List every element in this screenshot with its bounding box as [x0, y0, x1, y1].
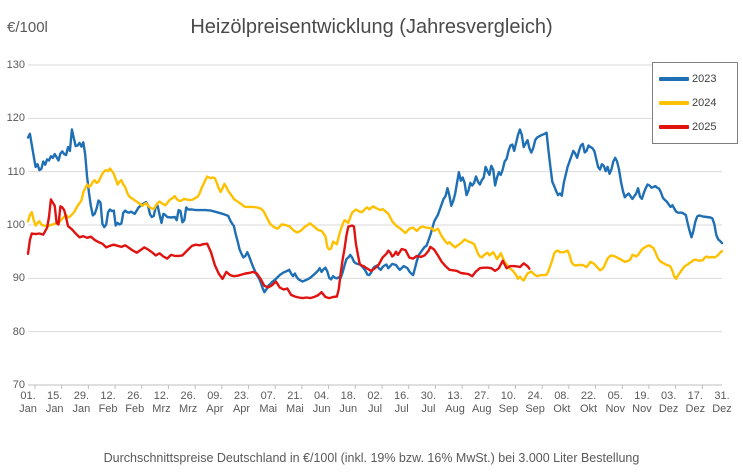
x-tick-label: 04. Jun [312, 390, 331, 415]
x-tick-label: 19. Nov [632, 390, 652, 415]
x-tick-label: 15. Jan [45, 390, 64, 415]
chart-title: Heizölpreisentwicklung (Jahresvergleich) [190, 16, 553, 38]
y-tick-label: 130 [6, 59, 25, 71]
x-tick-label: 23. Apr [232, 390, 251, 415]
footer-caption: Durchschnittspreise Deutschland in €/100… [103, 451, 640, 465]
x-tick-label: 27. Aug [471, 390, 492, 415]
x-tick-label: 12. Feb [98, 390, 118, 415]
x-tick-label: 21. Mai [286, 390, 304, 415]
x-tick-label: 22. Okt [579, 390, 598, 415]
series-line-2023 [26, 128, 724, 294]
series-line-2024 [26, 167, 724, 282]
x-tick-label: 05. Nov [605, 390, 625, 415]
x-tick-label: 03. Dez [658, 390, 679, 415]
x-tick-label: 18. Jun [339, 390, 358, 415]
x-tick-label: 26. Mrz [178, 390, 198, 415]
x-tick-label: 08. Okt [553, 390, 571, 415]
x-tick-label: 09. Apr [206, 390, 224, 415]
x-tick-label: 16. Jul [394, 390, 410, 415]
legend-label: 2024 [692, 97, 717, 109]
legend-swatch-2023 [659, 77, 689, 81]
y-tick-label: 120 [6, 112, 25, 125]
legend-swatch-2025 [659, 125, 689, 129]
x-tick-label: 13. Aug [445, 390, 465, 415]
y-tick-label: 90 [12, 272, 25, 285]
x-tick-label: 26. Feb [125, 390, 145, 415]
y-tick-label: 80 [12, 325, 25, 338]
legend-label: 2023 [692, 73, 717, 85]
x-tick-label: 12. Mrz [152, 390, 171, 415]
y-tick-label: 70 [12, 379, 25, 391]
x-tick-label: 31. Dez [712, 390, 732, 415]
y-tick-label: 110 [7, 165, 25, 178]
x-tick-label: 29. Jan [72, 390, 91, 415]
legend-item-2025: 2025 [659, 121, 731, 133]
x-tick-label: 10. Sep [498, 390, 519, 415]
legend-label: 2025 [692, 121, 717, 133]
legend-item-2023: 2023 [659, 73, 731, 85]
series-line-2025 [26, 198, 531, 300]
x-tick-label: 01. Jan [19, 390, 37, 415]
x-tick-label: 30. Jul [420, 390, 437, 415]
y-tick-label: 100 [6, 219, 25, 231]
legend-item-2024: 2024 [659, 97, 731, 109]
x-tick-label: 07. Mai [259, 390, 278, 415]
legend-swatch-2024 [659, 101, 689, 105]
y-axis-unit-label: €/100l [7, 19, 48, 36]
x-tick-label: 02. Jul [367, 390, 383, 415]
x-tick-label: 17. Dez [685, 390, 706, 415]
legend: 2023 2024 2025 [652, 62, 738, 144]
x-tick-label: 24. Sep [525, 390, 545, 415]
